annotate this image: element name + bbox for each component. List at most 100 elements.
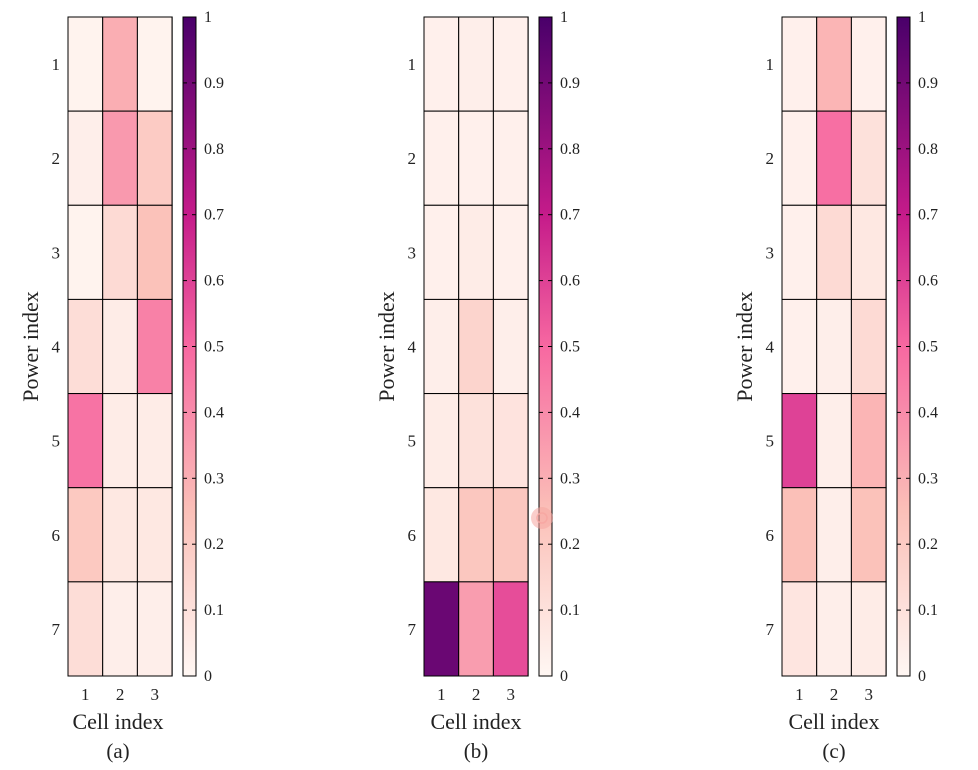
y-tick-label: 7 [52, 620, 61, 639]
colorbar-tick-label: 0.5 [204, 339, 224, 356]
cursor-indicator [531, 507, 553, 529]
x-tick-label: 1 [81, 685, 90, 704]
colorbar-tick-label: 0.7 [560, 207, 580, 224]
colorbar-tick-label: 0.4 [918, 404, 938, 421]
x-tick-label: 1 [795, 685, 804, 704]
colorbar-tick-label: 0.3 [560, 470, 580, 487]
y-tick-label: 2 [408, 149, 417, 168]
colorbar-tick-label: 0.2 [560, 536, 580, 553]
heatmap-cell [102, 487, 138, 583]
colorbar-tick-label: 0.9 [204, 75, 224, 92]
y-tick-label: 3 [52, 243, 61, 262]
y-tick-label: 5 [408, 432, 417, 451]
y-tick-label: 1 [52, 55, 61, 74]
colorbar-tick-label: 0 [204, 668, 212, 685]
x-tick-label: 3 [865, 685, 874, 704]
y-tick-label: 7 [766, 620, 775, 639]
heatmap-cell [781, 298, 818, 395]
heatmap-cell [67, 204, 104, 300]
colorbar-tick-label: 0.3 [918, 470, 938, 487]
y-tick-label: 5 [52, 432, 61, 451]
colorbar-tick-label: 0.9 [918, 75, 938, 92]
heatmap-panel-1: 1 2 3 4 5 6 7 1 2 3 Cell index Power index (a) 0 0.1 0.… [18, 9, 224, 763]
heatmap-cell [492, 110, 529, 206]
x-tick-label: 2 [472, 685, 481, 704]
y-tick-label: 7 [408, 620, 417, 639]
panel-label: (c) [822, 739, 845, 763]
heatmap-cell [850, 393, 887, 489]
colorbar-tick-label: 0.5 [560, 339, 580, 356]
heatmap-cell [423, 16, 460, 112]
heatmap-cell [850, 110, 887, 206]
heatmap-cell [492, 16, 529, 112]
colorbar-tick-label: 0.9 [560, 75, 580, 92]
y-tick-label: 6 [408, 526, 417, 545]
heatmap-cell [850, 16, 887, 112]
heatmap-cell [850, 487, 887, 583]
colorbar-tick-label: 0.8 [204, 141, 224, 158]
heatmap-cell [850, 298, 887, 395]
heatmap-cell [781, 581, 818, 677]
x-tick-label: 3 [151, 685, 160, 704]
heatmap-cell [136, 487, 173, 583]
colorbar-tick-label: 0.1 [204, 602, 224, 619]
panel-label: (a) [106, 739, 129, 763]
y-tick-label: 4 [766, 338, 775, 357]
heatmap-cell [781, 393, 818, 489]
heatmap-cell [136, 110, 173, 206]
y-tick-label: 6 [52, 526, 61, 545]
heatmap-cell [816, 393, 852, 489]
colorbar-tick-label: 0.6 [560, 273, 580, 290]
colorbar-tick-label: 0.3 [204, 470, 224, 487]
heatmap-cell [492, 581, 529, 677]
heatmap-cell [492, 204, 529, 300]
colorbar-tick-label: 0.1 [918, 602, 938, 619]
heatmap-cell [458, 487, 494, 583]
heatmap-cell [781, 487, 818, 583]
heatmap-cell [423, 393, 460, 489]
colorbar-tick-label: 0.8 [918, 141, 938, 158]
colorbar-tick-label: 1 [204, 9, 212, 26]
y-tick-label: 6 [766, 526, 775, 545]
heatmap-cell [67, 298, 104, 395]
cursor-indicator-ring [536, 512, 548, 524]
y-tick-label: 2 [766, 149, 775, 168]
heatmap-cell [781, 16, 818, 112]
colorbar-tick-label: 0.2 [204, 536, 224, 553]
colorbar-tick-label: 0 [560, 668, 568, 685]
heatmap-cell [102, 16, 138, 112]
y-axis-title: Power index [374, 291, 399, 402]
heatmap-cell [492, 487, 529, 583]
x-axis-title: Cell index [72, 709, 163, 734]
colorbar-tick-label: 0.8 [560, 141, 580, 158]
y-axis-title: Power index [732, 291, 757, 402]
heatmap-cell [781, 110, 818, 206]
heatmap-cell [850, 581, 887, 677]
heatmap-cell [816, 581, 852, 677]
heatmap-cell [423, 110, 460, 206]
colorbar-tick-label: 0.4 [204, 404, 224, 421]
y-tick-label: 3 [408, 243, 417, 262]
heatmap-cell [458, 16, 494, 112]
heatmap-panel-2: 1 2 3 4 5 6 7 1 2 3 Cell index Power index (b) 0 0.1 0.… [374, 9, 580, 763]
panel-label: (b) [464, 739, 489, 763]
heatmap-cell [102, 581, 138, 677]
heatmap-cell [102, 298, 138, 395]
heatmap-frame [67, 16, 173, 677]
heatmap-cell [492, 393, 529, 489]
colorbar-tick-label: 0.5 [918, 339, 938, 356]
heatmap-cell [102, 110, 138, 206]
x-axis-title: Cell index [430, 709, 521, 734]
heatmap-frame [781, 16, 887, 677]
heatmap-cell [492, 298, 529, 395]
heatmap-cell [816, 487, 852, 583]
heatmap-cell [136, 204, 173, 300]
y-tick-label: 4 [408, 338, 417, 357]
x-tick-label: 2 [116, 685, 125, 704]
colorbar-tick-label: 1 [918, 9, 926, 26]
heatmap-cell [67, 393, 104, 489]
y-tick-label: 2 [52, 149, 61, 168]
heatmap-cell [67, 110, 104, 206]
y-tick-label: 4 [52, 338, 61, 357]
colorbar-tick-label: 0.1 [560, 602, 580, 619]
